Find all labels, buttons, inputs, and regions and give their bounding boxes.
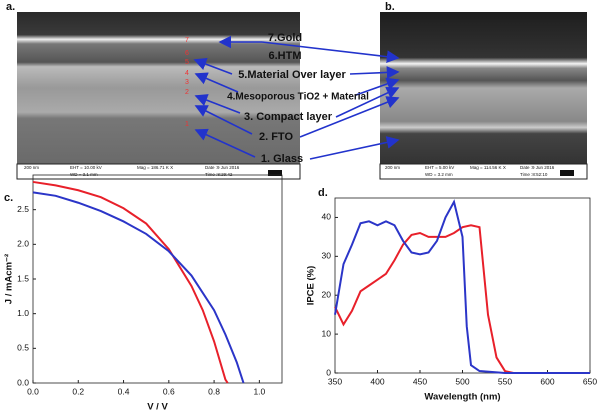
layer-label: 7.Gold	[268, 32, 302, 44]
logo	[268, 170, 282, 176]
layer-marker: 7	[185, 37, 189, 44]
x-axis-label: Wavelength (nm)	[424, 392, 500, 403]
x-tick-label: 1.0	[253, 386, 265, 396]
y-tick-label: 20	[322, 289, 332, 299]
y-axis-label: J / mAcm⁻²	[4, 254, 15, 304]
layer-label: 6.HTM	[269, 50, 302, 62]
y-tick-label: 0.5	[17, 343, 29, 353]
x-tick-label: 400	[370, 376, 384, 386]
x-tick-label: 0.0	[27, 386, 39, 396]
layer-label: 5.Material Over layer	[238, 69, 346, 81]
y-tick-label: 40	[322, 212, 332, 222]
sem-info: Date :9 Jun 2016	[520, 165, 555, 170]
x-tick-label: 600	[540, 376, 554, 386]
sem-info: Mag = 186.71 K X	[137, 165, 173, 170]
x-tick-label: 350	[328, 376, 342, 386]
arrows	[193, 35, 400, 160]
scale-bar-label: 200 nm	[385, 165, 400, 170]
x-tick-label: 650	[583, 376, 597, 386]
x-tick-label: 0.8	[208, 386, 220, 396]
layer-marker: 5	[185, 59, 189, 66]
y-tick-label: 1.5	[17, 273, 29, 283]
layer-label: 2. FTO	[259, 131, 293, 143]
data-line	[32, 191, 245, 384]
x-tick-label: 450	[413, 376, 427, 386]
panel-label: c.	[4, 192, 13, 204]
logo	[560, 170, 574, 176]
sem-info: WD = 3.2 mm	[425, 172, 453, 177]
sem-info-bar	[379, 163, 588, 180]
y-axis-label: IPCE (%)	[306, 266, 317, 306]
layer-label: 4.Mesoporous TiO2 + Material	[227, 92, 369, 103]
sem-info: EHT = 5.00 kV	[425, 165, 454, 170]
sem-info: EHT = 10.00 kV	[70, 165, 102, 170]
y-tick-label: 1.0	[17, 308, 29, 318]
panel-label: b.	[385, 1, 395, 13]
sem-image	[17, 12, 300, 164]
layer-marker: 4	[185, 70, 189, 77]
layer-label: 1. Glass	[261, 153, 303, 165]
x-tick-label: 0.6	[163, 386, 175, 396]
sem-image	[380, 12, 587, 164]
sem-info: Time :8:52:10	[520, 172, 548, 177]
data-line	[32, 180, 229, 384]
x-tick-label: 0.2	[72, 386, 84, 396]
sem-info: Mag = 114.56 K X	[470, 165, 506, 170]
layer-marker: 1	[185, 121, 189, 128]
layer-label: 3. Compact layer	[244, 111, 333, 123]
y-tick-label: 0	[326, 367, 331, 377]
scale-bar-label: 200 nm	[24, 165, 39, 170]
panel-label: a.	[6, 1, 15, 13]
y-tick-label: 30	[322, 251, 332, 261]
layer-marker: 6	[185, 50, 189, 57]
layer-marker: 3	[185, 79, 189, 86]
y-tick-label: 0.0	[17, 377, 29, 387]
data-line	[334, 224, 590, 374]
y-tick-label: 2.5	[17, 204, 29, 214]
x-tick-label: 550	[498, 376, 512, 386]
data-line	[334, 199, 590, 374]
x-tick-label: 0.4	[118, 386, 130, 396]
y-tick-label: 2.0	[17, 239, 29, 249]
layer-marker: 2	[185, 89, 189, 96]
x-tick-label: 500	[455, 376, 469, 386]
panel-label: d.	[318, 187, 328, 199]
plot-frame	[32, 174, 283, 384]
sem-info: Date :9 Jun 2016	[205, 165, 240, 170]
x-axis-label: V / V	[147, 402, 168, 413]
y-tick-label: 10	[322, 328, 332, 338]
